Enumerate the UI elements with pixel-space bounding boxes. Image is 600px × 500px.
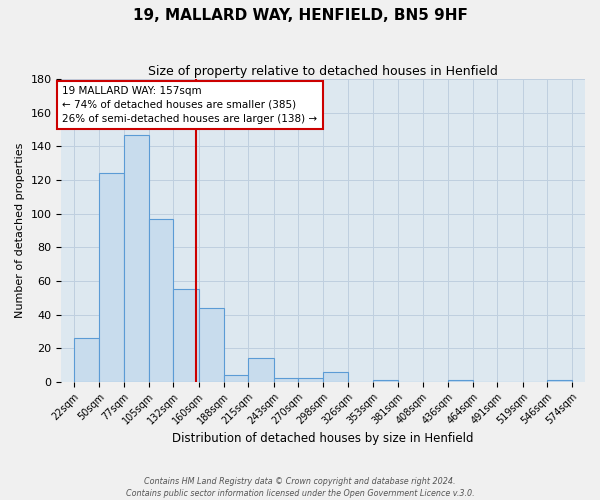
Bar — [149, 218, 173, 382]
Bar — [74, 338, 100, 382]
Bar — [448, 380, 473, 382]
Bar — [100, 174, 124, 382]
Text: 19, MALLARD WAY, HENFIELD, BN5 9HF: 19, MALLARD WAY, HENFIELD, BN5 9HF — [133, 8, 467, 22]
X-axis label: Distribution of detached houses by size in Henfield: Distribution of detached houses by size … — [172, 432, 474, 445]
Title: Size of property relative to detached houses in Henfield: Size of property relative to detached ho… — [148, 65, 498, 78]
Bar — [199, 308, 224, 382]
Bar — [298, 378, 323, 382]
Bar — [323, 372, 349, 382]
Text: Contains HM Land Registry data © Crown copyright and database right 2024.
Contai: Contains HM Land Registry data © Crown c… — [125, 476, 475, 498]
Bar — [373, 380, 398, 382]
Y-axis label: Number of detached properties: Number of detached properties — [15, 143, 25, 318]
Bar — [224, 375, 248, 382]
Bar — [274, 378, 298, 382]
Text: 19 MALLARD WAY: 157sqm
← 74% of detached houses are smaller (385)
26% of semi-de: 19 MALLARD WAY: 157sqm ← 74% of detached… — [62, 86, 317, 124]
Bar — [547, 380, 572, 382]
Bar — [248, 358, 274, 382]
Bar — [173, 290, 199, 382]
Bar — [124, 134, 149, 382]
